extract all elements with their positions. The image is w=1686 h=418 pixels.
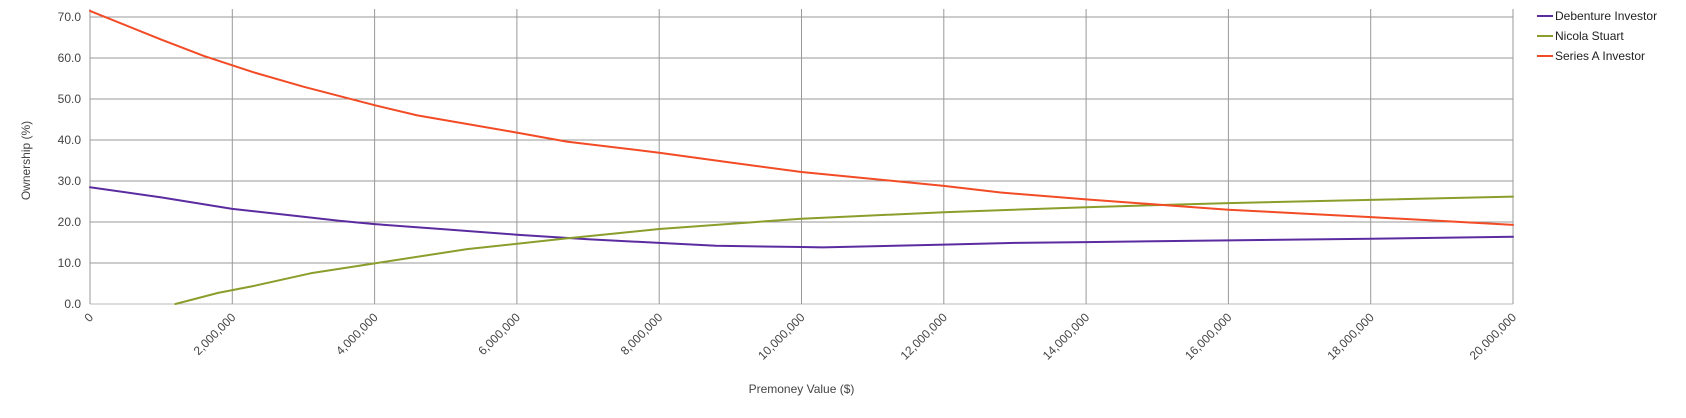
y-tick-label: 10.0 (58, 256, 82, 270)
x-tick-label: 10,000,000 (755, 310, 808, 363)
legend-label: Series A Investor (1555, 49, 1645, 63)
legend-item: Nicola Stuart (1537, 29, 1624, 43)
x-tick-label: 2,000,000 (191, 310, 239, 358)
x-tick-label: 14,000,000 (1040, 310, 1093, 363)
y-axis-title: Ownership (%) (19, 121, 33, 200)
x-axis-title: Premoney Value ($) (749, 382, 855, 396)
series-line-series-a-investor (89, 9, 1514, 226)
series-lines (89, 9, 1514, 305)
axes: 0.0 10.0 20.0 30.0 40.0 50.0 60.0 70.0 0 2,000,00… (58, 10, 1520, 363)
x-tick-label: 16,000,000 (1182, 310, 1235, 363)
y-tick-label: 50.0 (58, 92, 82, 106)
legend: Debenture Investor Nicola Stuart Series A … (1537, 9, 1657, 63)
series-line-debenture-investor (89, 186, 1514, 249)
x-tick-label: 12,000,000 (898, 310, 951, 363)
x-tick-label: 4,000,000 (333, 310, 381, 358)
x-tick-label: 8,000,000 (618, 310, 666, 358)
y-tick-label: 60.0 (58, 51, 82, 65)
x-tick-label: 6,000,000 (475, 310, 523, 358)
series-line-nicola-stuart (174, 195, 1514, 305)
gridlines (89, 9, 1514, 305)
y-tick-label: 70.0 (58, 10, 82, 24)
y-tick-label: 20.0 (58, 215, 82, 229)
legend-label: Debenture Investor (1555, 9, 1657, 23)
x-tick-label: 18,000,000 (1324, 310, 1377, 363)
y-tick-label: 40.0 (58, 133, 82, 147)
x-tick-label: 0 (81, 310, 96, 325)
y-tick-label: 0.0 (64, 297, 81, 311)
x-tick-label: 20,000,000 (1467, 310, 1520, 363)
legend-item: Series A Investor (1537, 49, 1645, 63)
y-tick-label: 30.0 (58, 174, 82, 188)
legend-label: Nicola Stuart (1555, 29, 1624, 43)
legend-item: Debenture Investor (1537, 9, 1657, 23)
